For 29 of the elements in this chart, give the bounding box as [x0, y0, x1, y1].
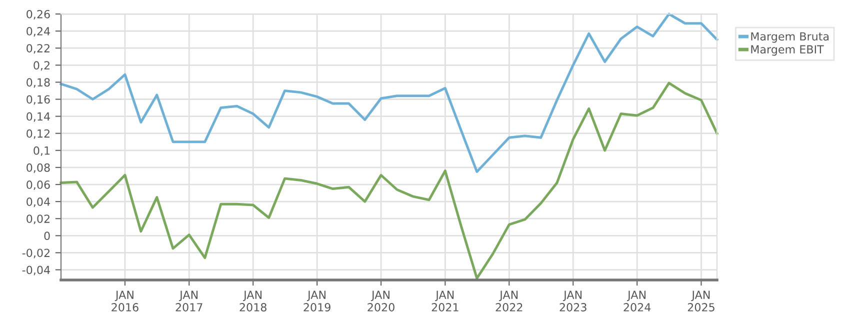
y-tick-label: 0,12	[26, 129, 50, 139]
y-tick-label: 0,16	[26, 95, 50, 105]
y-tick-label: 0,26	[26, 10, 50, 20]
y-tick-label: -0,02	[22, 248, 50, 258]
x-tick-label: JAN 2020	[368, 290, 394, 312]
y-tick-label: 0,04	[26, 198, 50, 208]
y-tick-label: 0,22	[26, 44, 50, 54]
x-tick-label: JAN 2018	[240, 290, 266, 312]
x-tick-label: JAN 2022	[496, 290, 522, 312]
y-tick-label: 0,02	[26, 214, 50, 224]
y-tick-label: 0,08	[26, 163, 50, 173]
x-tick-label: JAN 2024	[624, 290, 651, 312]
legend-label: Margem EBIT	[751, 45, 824, 56]
y-tick-label: 0,1	[34, 146, 50, 156]
x-tick-label: JAN 2021	[432, 290, 458, 312]
y-tick-label: 0,14	[26, 112, 50, 122]
y-tick-label: 0,2	[34, 61, 50, 71]
y-tick-label: 0,18	[26, 78, 50, 88]
y-tick-label: 0,24	[26, 27, 50, 37]
legend-label: Margem Bruta	[751, 32, 829, 43]
line-series	[60, 82, 718, 280]
x-tick-label: JAN 2023	[560, 290, 586, 312]
y-tick-label: 0	[44, 232, 50, 240]
x-tick-label: JAN 2025	[688, 290, 714, 312]
y-tick-label: -0,04	[22, 266, 50, 276]
y-tick-label: 0,06	[26, 180, 50, 190]
x-tick-label: JAN 2017	[176, 290, 202, 312]
x-tick-label: JAN 2016	[112, 290, 138, 312]
x-tick-label: JAN 2019	[304, 290, 330, 312]
